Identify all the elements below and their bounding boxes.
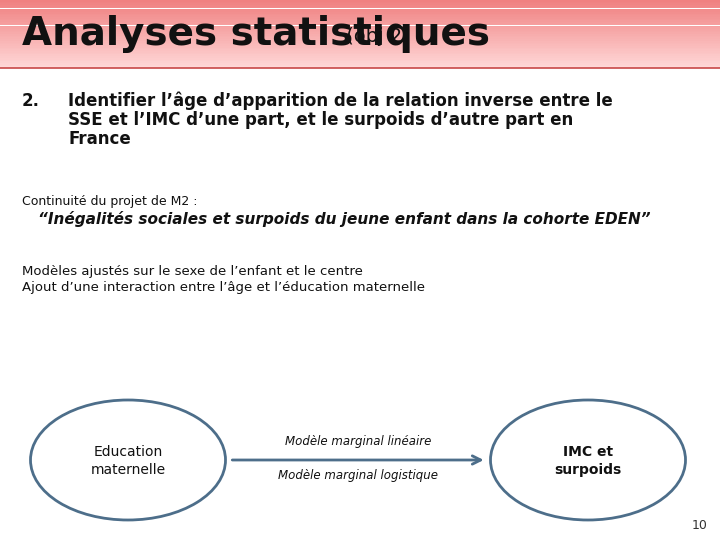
Bar <box>0 3 720 5</box>
Text: (obj 2): (obj 2) <box>340 26 410 45</box>
Bar <box>0 34 720 36</box>
Bar <box>0 48 720 49</box>
Text: Ajout d’une interaction entre l’âge et l’éducation maternelle: Ajout d’une interaction entre l’âge et l… <box>22 281 425 294</box>
Bar <box>0 24 720 25</box>
Bar <box>0 58 720 59</box>
Text: 2.: 2. <box>22 92 40 110</box>
Bar <box>0 39 720 41</box>
Bar <box>0 10 720 12</box>
Bar <box>0 46 720 48</box>
Bar <box>0 25 720 27</box>
Text: SSE et l’IMC d’une part, et le surpoids d’autre part en: SSE et l’IMC d’une part, et le surpoids … <box>68 111 573 129</box>
Bar <box>0 21 720 22</box>
Bar <box>0 27 720 29</box>
Bar <box>0 0 720 2</box>
Ellipse shape <box>490 400 685 520</box>
Bar <box>0 31 720 32</box>
Text: Modèle marginal linéaire: Modèle marginal linéaire <box>285 435 431 449</box>
Bar <box>0 5 720 7</box>
Bar <box>0 59 720 61</box>
Text: maternelle: maternelle <box>91 463 166 477</box>
Ellipse shape <box>30 400 225 520</box>
Bar <box>0 17 720 19</box>
Bar <box>0 63 720 65</box>
Bar <box>0 49 720 51</box>
Bar <box>0 19 720 21</box>
Bar <box>0 66 720 68</box>
Bar <box>0 32 720 34</box>
Bar <box>0 15 720 17</box>
Text: 10: 10 <box>692 519 708 532</box>
Bar <box>0 29 720 31</box>
FancyArrowPatch shape <box>233 456 481 464</box>
Bar <box>0 37 720 39</box>
Text: Identifier l’âge d’apparition de la relation inverse entre le: Identifier l’âge d’apparition de la rela… <box>68 92 613 111</box>
Bar <box>0 41 720 43</box>
Bar <box>0 43 720 44</box>
Bar <box>0 61 720 63</box>
Bar <box>0 56 720 58</box>
Bar <box>0 65 720 66</box>
Bar <box>0 36 720 37</box>
Bar <box>0 55 720 56</box>
Bar <box>0 7 720 9</box>
Bar <box>0 9 720 10</box>
Text: Analyses statistiques: Analyses statistiques <box>22 15 490 53</box>
Bar <box>0 2 720 3</box>
Bar <box>0 51 720 53</box>
Text: France: France <box>68 130 131 148</box>
Text: surpoids: surpoids <box>554 463 621 477</box>
Bar <box>0 22 720 24</box>
Text: “Inégalités sociales et surpoids du jeune enfant dans la cohorte EDEN”: “Inégalités sociales et surpoids du jeun… <box>38 211 651 227</box>
Bar <box>0 44 720 46</box>
Text: Education: Education <box>94 445 163 459</box>
Text: Continuité du projet de M2 :: Continuité du projet de M2 : <box>22 195 197 208</box>
Bar <box>0 53 720 55</box>
Text: Modèle marginal logistique: Modèle marginal logistique <box>278 469 438 483</box>
Text: Modèles ajustés sur le sexe de l’enfant et le centre: Modèles ajustés sur le sexe de l’enfant … <box>22 265 363 278</box>
Bar <box>0 14 720 15</box>
Bar <box>0 12 720 14</box>
Text: IMC et: IMC et <box>563 445 613 459</box>
